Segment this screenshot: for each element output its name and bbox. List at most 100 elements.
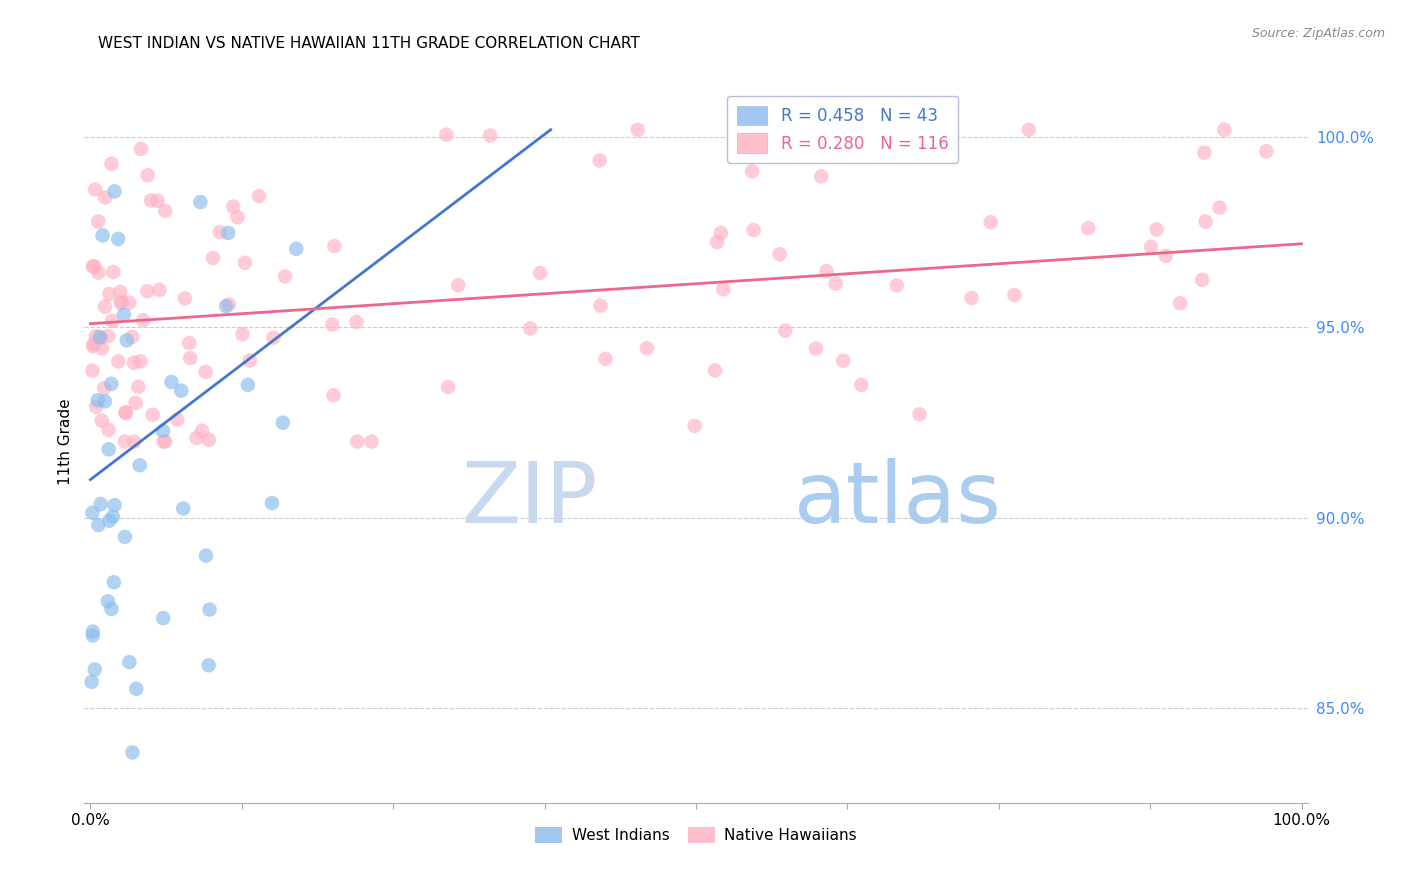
Point xyxy=(121,330,143,344)
Point xyxy=(128,458,150,473)
Point xyxy=(775,324,797,338)
Point xyxy=(908,407,931,421)
Point xyxy=(636,342,658,356)
Point xyxy=(153,434,176,449)
Point xyxy=(529,266,551,280)
Point xyxy=(84,329,107,343)
Point xyxy=(627,122,650,136)
Point xyxy=(152,434,174,449)
Point xyxy=(129,142,152,156)
Point xyxy=(271,416,294,430)
Point xyxy=(236,377,259,392)
Point xyxy=(83,662,105,676)
Point xyxy=(1208,201,1230,215)
Text: WEST INDIAN VS NATIVE HAWAIIAN 11TH GRADE CORRELATION CHART: WEST INDIAN VS NATIVE HAWAIIAN 11TH GRAD… xyxy=(98,36,640,51)
Point xyxy=(98,514,121,528)
Point xyxy=(239,353,262,368)
Point xyxy=(479,128,502,143)
Point xyxy=(262,331,284,345)
Point xyxy=(1077,221,1099,235)
Point xyxy=(124,434,146,449)
Point xyxy=(198,602,221,616)
Y-axis label: 11th Grade: 11th Grade xyxy=(58,398,73,485)
Point xyxy=(172,501,194,516)
Point xyxy=(152,611,174,625)
Point xyxy=(519,321,541,335)
Point xyxy=(129,354,152,368)
Point xyxy=(107,354,129,368)
Point xyxy=(90,497,112,511)
Point xyxy=(155,203,177,218)
Point xyxy=(901,122,924,136)
Point xyxy=(589,153,612,168)
Point xyxy=(160,375,183,389)
Point xyxy=(93,381,115,395)
Point xyxy=(127,380,149,394)
Point xyxy=(103,265,125,279)
Point xyxy=(1256,145,1278,159)
Point xyxy=(1213,122,1236,136)
Point xyxy=(136,285,159,299)
Point xyxy=(346,434,368,449)
Point xyxy=(83,260,105,274)
Point xyxy=(886,278,908,293)
Point xyxy=(1194,214,1216,228)
Point xyxy=(152,424,174,438)
Point xyxy=(434,128,457,142)
Point xyxy=(201,251,224,265)
Point xyxy=(960,291,983,305)
Point xyxy=(122,356,145,370)
Point xyxy=(832,353,855,368)
Point xyxy=(94,190,117,204)
Point xyxy=(100,602,122,616)
Point xyxy=(226,211,249,225)
Point xyxy=(115,333,138,347)
Point xyxy=(741,164,763,178)
Point xyxy=(91,228,114,243)
Point xyxy=(218,297,240,311)
Point xyxy=(706,235,728,249)
Point xyxy=(82,339,104,353)
Point xyxy=(166,412,188,426)
Point xyxy=(194,549,217,563)
Point xyxy=(810,169,832,184)
Point xyxy=(97,594,120,608)
Point xyxy=(323,239,346,253)
Point xyxy=(87,518,110,533)
Point xyxy=(82,260,104,274)
Point xyxy=(1194,145,1216,160)
Point xyxy=(769,247,792,261)
Point xyxy=(1018,122,1040,136)
Point xyxy=(82,364,104,378)
Point xyxy=(360,434,382,449)
Point xyxy=(107,232,129,246)
Point xyxy=(142,408,165,422)
Point xyxy=(186,431,208,445)
Point xyxy=(1140,240,1163,254)
Point xyxy=(94,300,117,314)
Point xyxy=(285,242,308,256)
Point xyxy=(100,157,122,171)
Point xyxy=(82,337,104,351)
Point xyxy=(208,225,231,239)
Point xyxy=(87,266,110,280)
Point xyxy=(114,405,136,419)
Point xyxy=(100,376,122,391)
Point xyxy=(804,342,827,356)
Point xyxy=(90,413,112,427)
Point xyxy=(98,287,121,301)
Point xyxy=(190,195,212,210)
Point xyxy=(82,628,104,642)
Point xyxy=(108,285,131,299)
Point xyxy=(170,384,193,398)
Point xyxy=(114,530,136,544)
Point xyxy=(704,363,727,377)
Point xyxy=(80,674,103,689)
Point xyxy=(1168,296,1191,310)
Point xyxy=(260,496,283,510)
Point xyxy=(194,365,217,379)
Point xyxy=(136,168,159,182)
Point xyxy=(97,423,120,437)
Point xyxy=(851,377,873,392)
Point xyxy=(321,318,343,332)
